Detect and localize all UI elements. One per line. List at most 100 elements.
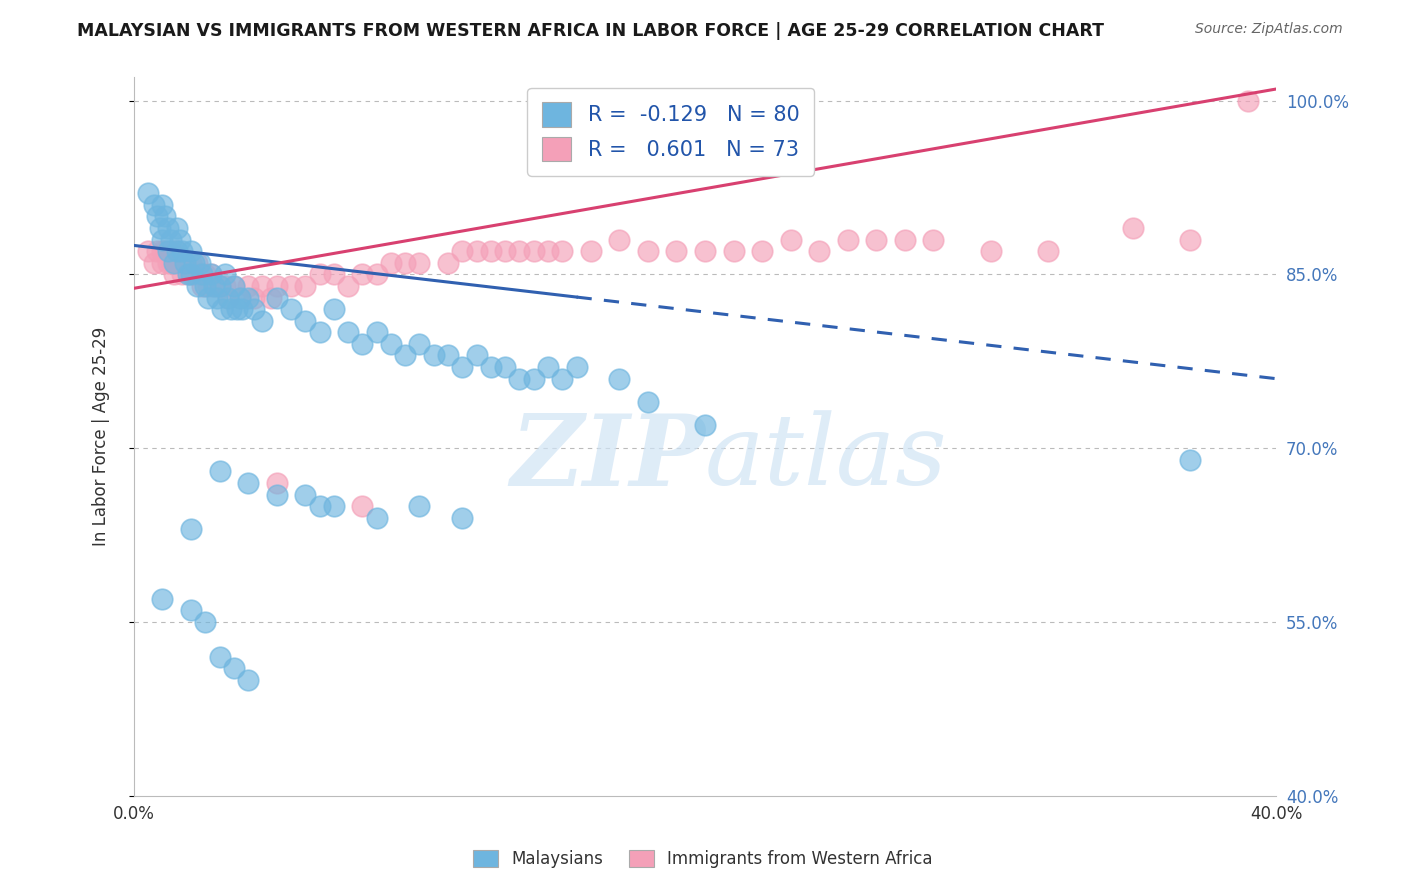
Point [352,499,374,513]
Point [172,244,194,259]
Point [180,244,202,259]
Point [243,302,266,317]
Point [208,279,231,293]
Point [494,244,516,259]
Point [194,279,217,293]
Point [166,244,188,259]
Point [191,279,214,293]
Point [437,256,460,270]
Point [160,256,183,270]
Point [751,244,773,259]
Point [160,244,183,259]
Point [172,268,194,282]
Point [693,417,716,432]
Point [208,279,231,293]
Point [194,268,217,282]
Point [183,256,205,270]
Point [152,233,174,247]
Point [211,302,233,317]
Point [208,464,231,478]
Point [294,279,316,293]
Point [188,268,211,282]
Point [465,244,488,259]
Point [180,268,202,282]
Point [322,499,344,513]
Point [1236,94,1258,108]
Point [508,372,530,386]
Point [228,291,250,305]
Point [380,337,402,351]
Point [1180,233,1202,247]
Text: ZIP: ZIP [510,410,704,507]
Y-axis label: In Labor Force | Age 25-29: In Labor Force | Age 25-29 [93,327,110,546]
Point [152,591,174,606]
Point [186,279,208,293]
Point [191,268,214,282]
Point [637,394,659,409]
Point [266,291,288,305]
Point [665,244,688,259]
Point [523,372,546,386]
Point [186,256,208,270]
Point [202,279,225,293]
Point [236,279,259,293]
Point [451,510,474,524]
Point [166,244,188,259]
Point [693,244,716,259]
Point [208,649,231,664]
Point [200,268,222,282]
Point [163,256,186,270]
Point [380,256,402,270]
Point [180,256,202,270]
Point [465,349,488,363]
Point [222,279,245,293]
Point [308,268,330,282]
Point [294,487,316,501]
Point [352,337,374,351]
Point [155,244,177,259]
Point [609,372,631,386]
Point [408,337,430,351]
Point [865,233,887,247]
Point [260,291,283,305]
Point [169,256,191,270]
Point [322,302,344,317]
Point [451,244,474,259]
Point [579,244,602,259]
Point [294,314,316,328]
Point [177,268,200,282]
Point [197,291,219,305]
Point [157,256,180,270]
Point [808,244,831,259]
Point [551,372,574,386]
Point [152,244,174,259]
Point [177,268,200,282]
Point [166,256,188,270]
Point [163,268,186,282]
Point [894,233,917,247]
Point [779,233,801,247]
Point [146,244,169,259]
Point [217,291,239,305]
Point [366,326,388,340]
Point [394,256,416,270]
Point [1180,452,1202,467]
Legend: R =  -0.129   N = 80, R =   0.601   N = 73: R = -0.129 N = 80, R = 0.601 N = 73 [527,87,814,176]
Point [174,256,197,270]
Point [155,210,177,224]
Point [157,244,180,259]
Point [157,221,180,235]
Point [337,279,360,293]
Point [136,186,159,201]
Point [479,360,502,375]
Point [166,221,188,235]
Point [280,279,302,293]
Text: MALAYSIAN VS IMMIGRANTS FROM WESTERN AFRICA IN LABOR FORCE | AGE 25-29 CORRELATI: MALAYSIAN VS IMMIGRANTS FROM WESTERN AFR… [77,22,1104,40]
Point [214,279,236,293]
Point [252,279,274,293]
Point [152,256,174,270]
Point [236,291,259,305]
Point [228,291,250,305]
Point [174,256,197,270]
Point [1036,244,1059,259]
